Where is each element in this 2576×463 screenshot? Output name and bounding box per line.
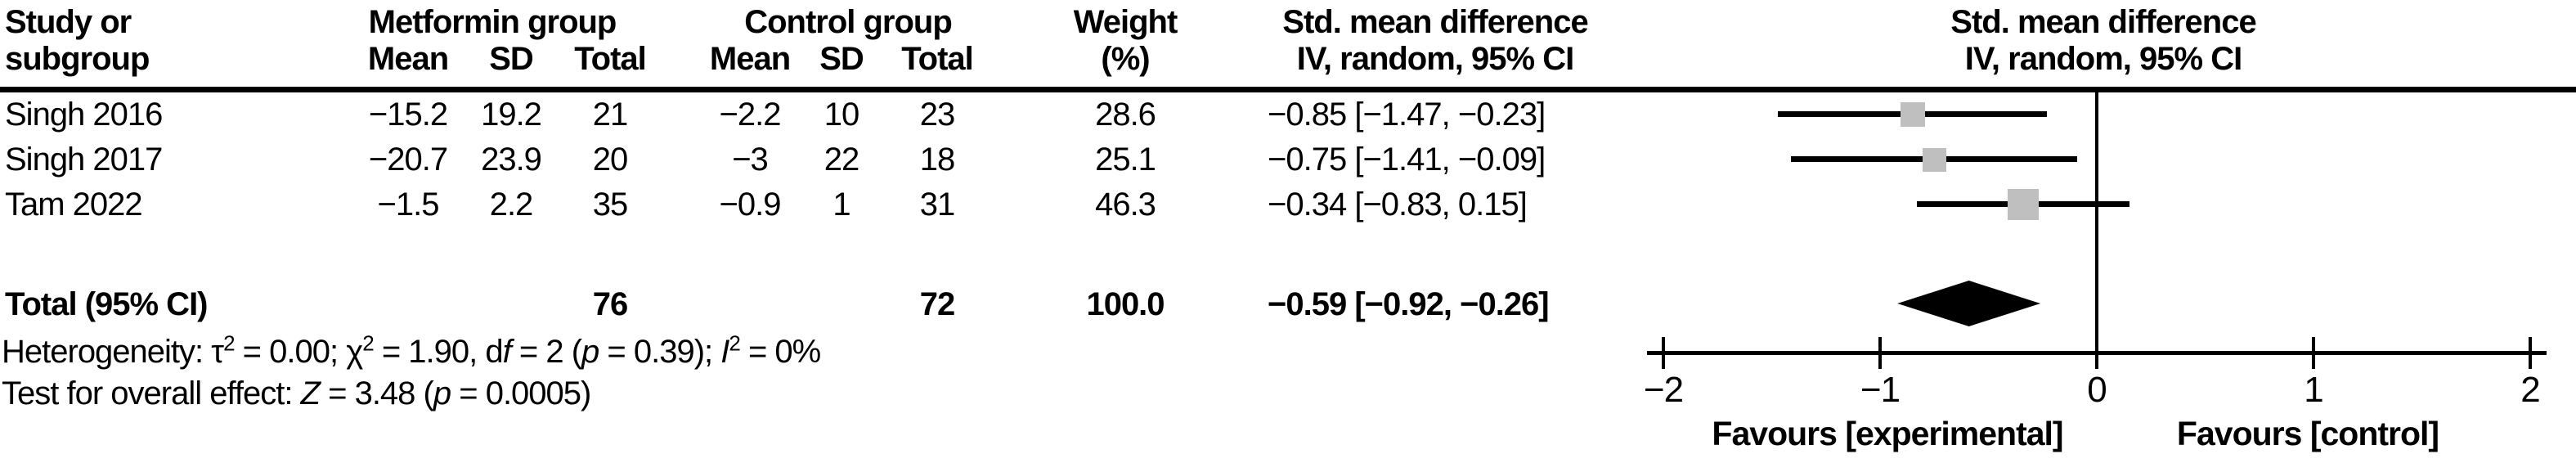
favours-right-label: Favours [control]: [2176, 415, 2439, 452]
header-control-sd: SD: [819, 41, 864, 77]
point-estimate-square: [2007, 189, 2039, 220]
point-estimate-square: [1900, 102, 1925, 127]
overall-effect-row: Test for overall effect: Z = 3.48 (p = 0…: [0, 375, 2576, 412]
total-weight: 100.0: [1086, 286, 1165, 322]
study-name: Singh 2016: [5, 97, 163, 133]
header-metformin-mean: Mean: [367, 41, 449, 77]
header-weight-line1: Weight: [1073, 4, 1178, 40]
metformin-sd: 2.2: [489, 187, 534, 223]
axis-tick: [2529, 337, 2532, 369]
header-study-line2: subgroup: [5, 41, 150, 77]
header-weight-line2: (%): [1101, 41, 1150, 77]
axis-tick: [2095, 337, 2098, 369]
axis-tick-label: 2: [2520, 370, 2541, 410]
control-total: 18: [919, 142, 955, 178]
heterogeneity-text: Heterogeneity: τ2 = 0.00; χ2 = 1.90, df …: [2, 330, 821, 370]
header-control-total: Total: [901, 41, 974, 77]
metformin-total: 20: [592, 142, 628, 178]
header-smd-plot-line2: IV, random, 95% CI: [1964, 41, 2242, 77]
zero-line: [2095, 92, 2098, 354]
axis-tick: [2312, 337, 2315, 369]
metformin-total: 35: [592, 187, 628, 223]
heterogeneity-row: Heterogeneity: τ2 = 0.00; χ2 = 1.90, df …: [0, 333, 2576, 371]
study-name: Tam 2022: [5, 187, 143, 223]
header-smd-plot-line1: Std. mean difference: [1950, 4, 2256, 40]
total-label: Total (95% CI): [5, 286, 209, 322]
axis-tick-label: 1: [2304, 370, 2324, 410]
metformin-mean: −20.7: [368, 142, 448, 178]
control-mean: −3: [732, 142, 769, 178]
total-control-n: 72: [919, 286, 955, 322]
metformin-mean: −1.5: [377, 187, 440, 223]
control-sd: 1: [832, 187, 850, 223]
smd-ci-text: −0.75 [−1.41, −0.09]: [1268, 142, 1546, 178]
header-control-mean: Mean: [709, 41, 791, 77]
control-total: 31: [919, 187, 955, 223]
smd-ci-text: −0.34 [−0.83, 0.15]: [1268, 187, 1528, 223]
axis-tick-label: −2: [1643, 370, 1684, 410]
axis-tick-label: 0: [2087, 370, 2107, 410]
study-name: Singh 2017: [5, 142, 163, 178]
point-estimate-square: [1922, 147, 1946, 172]
header-metformin-group: Metformin group: [368, 4, 617, 40]
overall-effect-text: Test for overall effect: Z = 3.48 (p = 0…: [2, 375, 591, 411]
header-metformin-sd: SD: [489, 41, 534, 77]
control-sd: 22: [824, 142, 859, 178]
weight-pct: 28.6: [1095, 97, 1156, 133]
axis-tick-label: −1: [1860, 370, 1901, 410]
metformin-mean: −15.2: [368, 97, 448, 133]
control-mean: −0.9: [719, 187, 782, 223]
header-rule: [0, 87, 2576, 92]
total-row: Total (95% CI) 76 72 100.0 −0.59 [−0.92,…: [0, 285, 2576, 323]
favours-left-label: Favours [experimental]: [1712, 415, 2063, 452]
control-mean: −2.2: [719, 97, 782, 133]
metformin-sd: 19.2: [481, 97, 542, 133]
smd-ci-text: −0.85 [−1.47, −0.23]: [1268, 97, 1546, 133]
axis-tick: [1878, 337, 1882, 369]
axis-tick: [1662, 337, 1665, 369]
control-sd: 10: [824, 97, 859, 133]
table-row: Singh 2017 −20.7 23.9 20 −3 22 18 25.1 −…: [0, 141, 2576, 178]
total-ci-text: −0.59 [−0.92, −0.26]: [1268, 286, 1550, 322]
weight-pct: 46.3: [1095, 187, 1156, 223]
header-control-group: Control group: [744, 4, 953, 40]
control-total: 23: [919, 97, 955, 133]
metformin-total: 21: [592, 97, 628, 133]
weight-pct: 25.1: [1095, 142, 1156, 178]
header-metformin-total: Total: [574, 41, 647, 77]
table-row: Tam 2022 −1.5 2.2 35 −0.9 1 31 46.3 −0.3…: [0, 186, 2576, 223]
header-study-line1: Study or: [5, 4, 132, 40]
metformin-sd: 23.9: [481, 142, 542, 178]
table-row: Singh 2016 −15.2 19.2 21 −2.2 10 23 28.6…: [0, 96, 2576, 133]
header-smd-text-line1: Std. mean difference: [1282, 4, 1588, 40]
total-metformin-n: 76: [592, 286, 628, 322]
header-smd-text-line2: IV, random, 95% CI: [1296, 41, 1574, 77]
